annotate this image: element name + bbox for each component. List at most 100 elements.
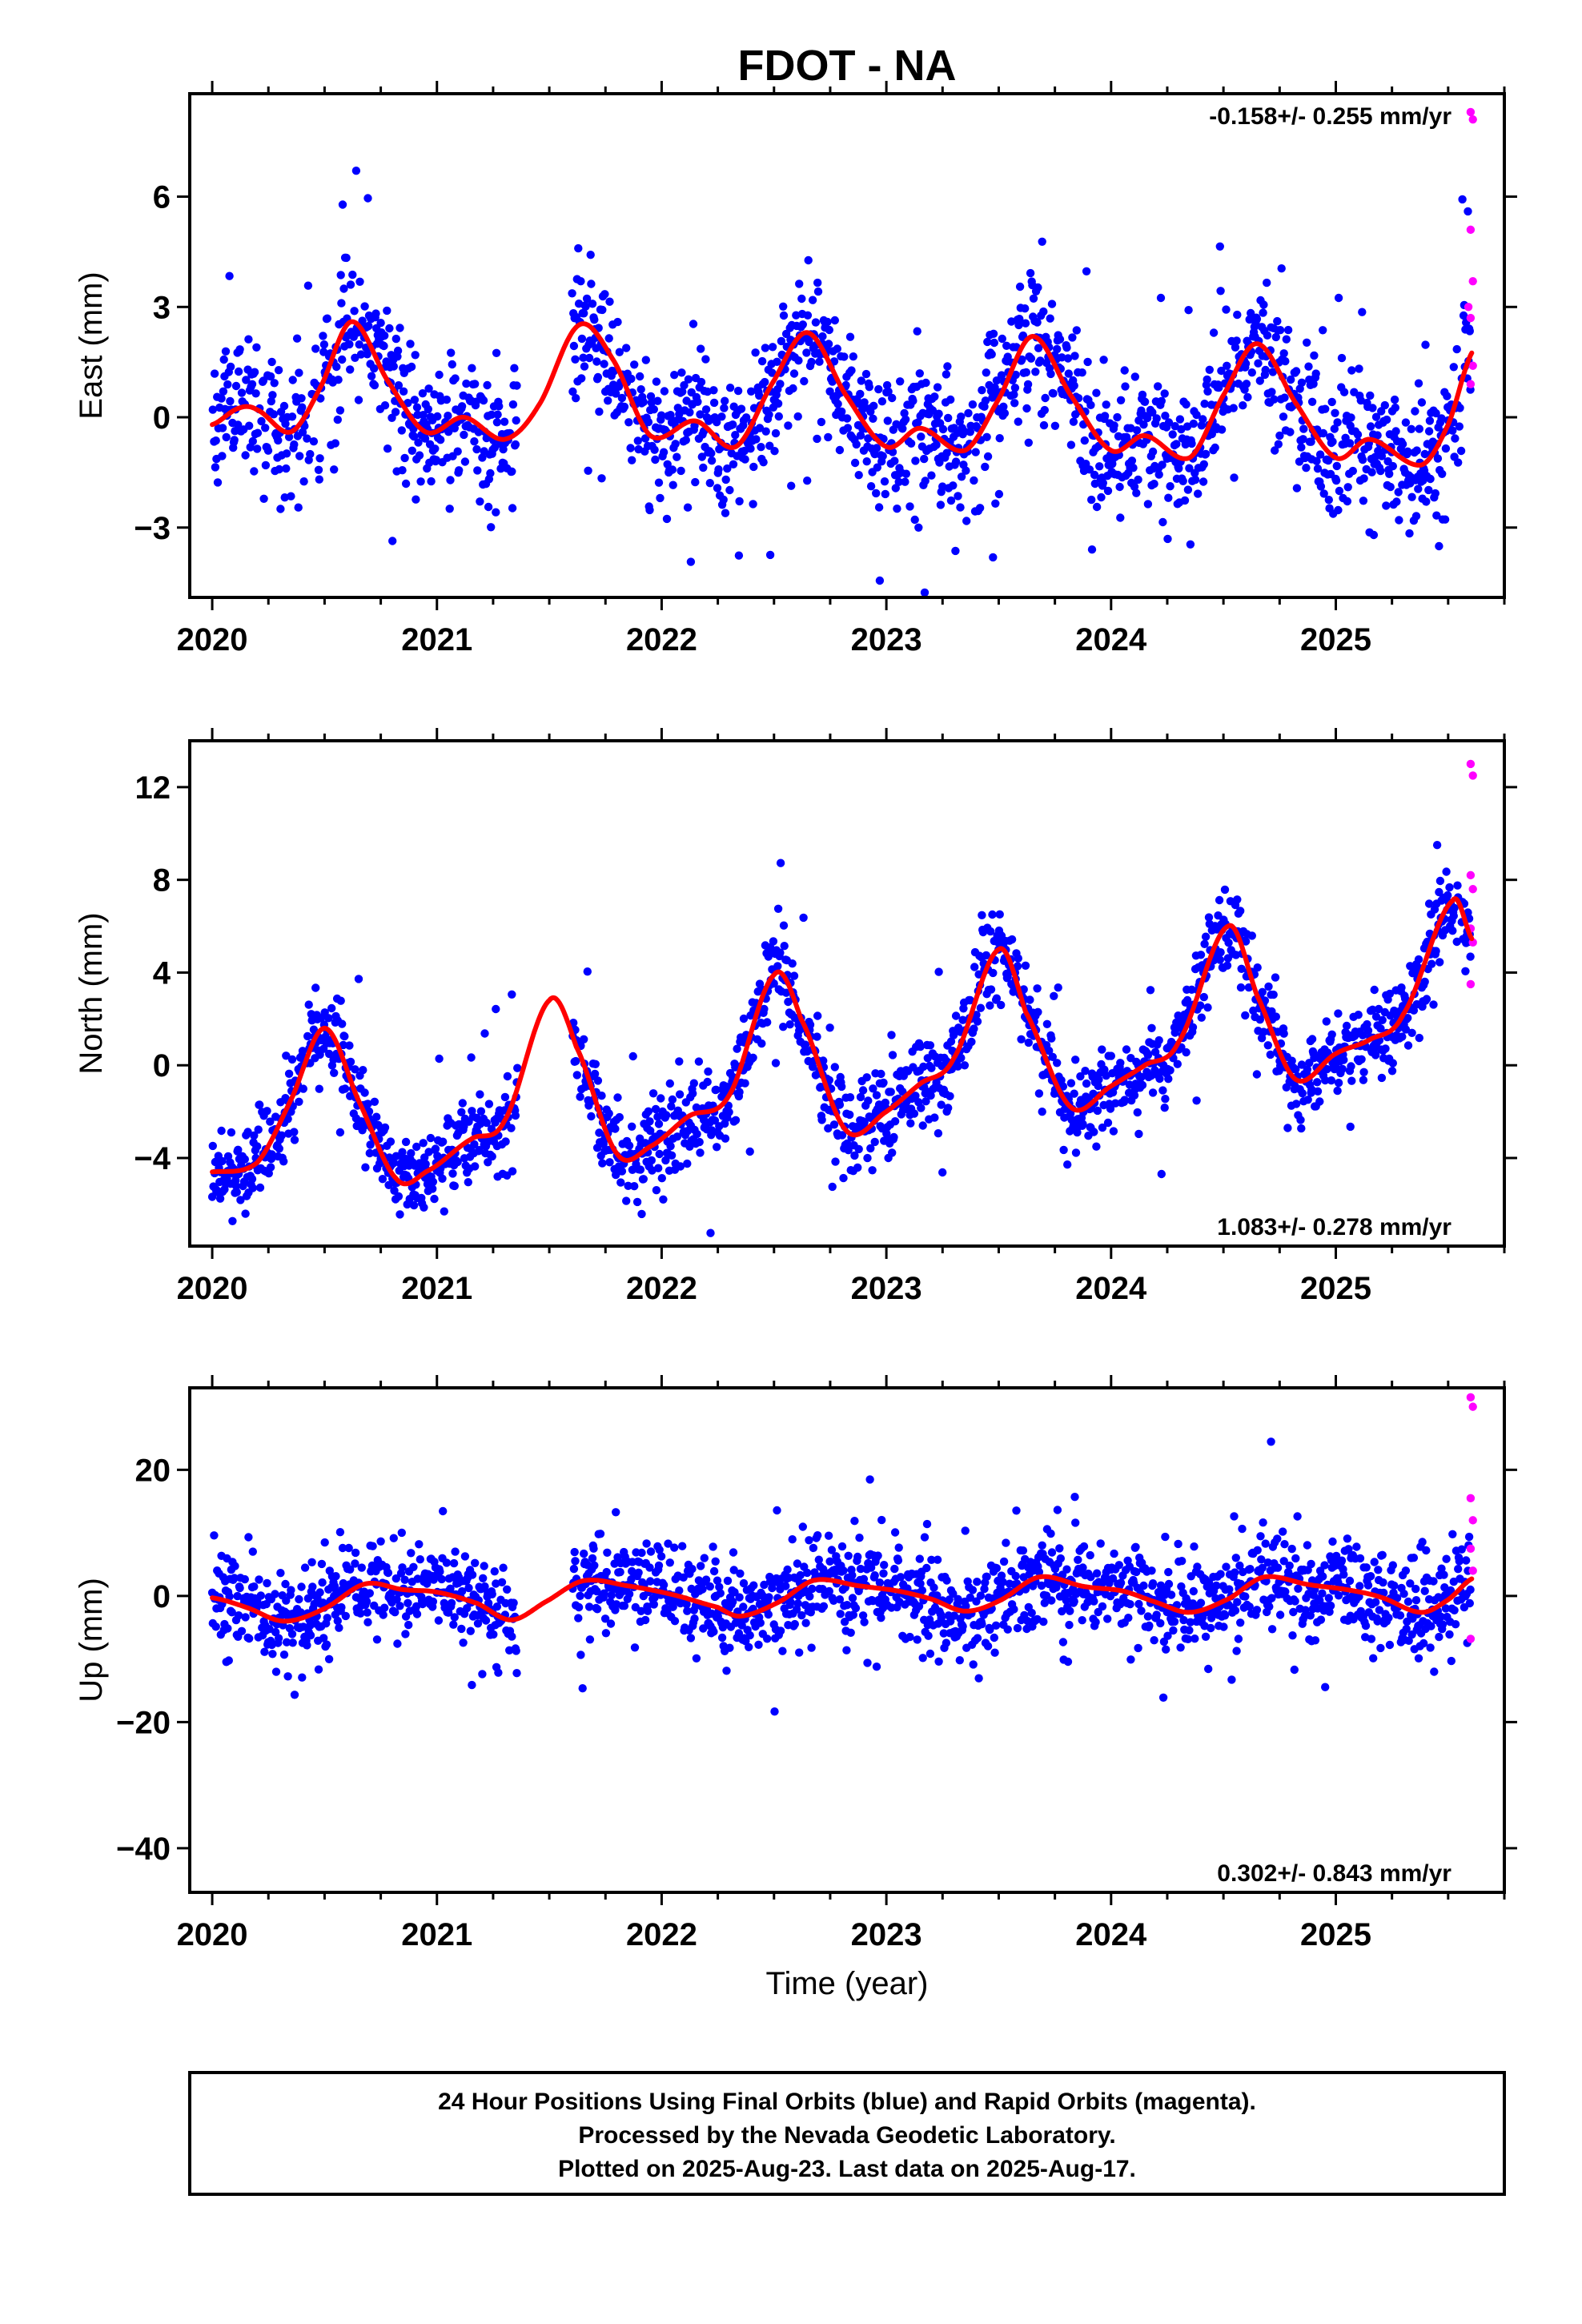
east-final-point: [1046, 369, 1055, 379]
north-final-point: [1435, 887, 1443, 897]
north-final-point: [430, 1194, 439, 1204]
north-final-point: [1266, 1050, 1275, 1059]
east-final-point: [1448, 426, 1457, 435]
north-xtick-label: 2024: [1075, 1271, 1147, 1306]
north-final-point: [1192, 1096, 1201, 1105]
north-final-point: [860, 1118, 869, 1127]
east-final-point: [355, 277, 364, 286]
up-final-point: [875, 1578, 885, 1587]
up-final-point: [705, 1582, 714, 1591]
north-final-point: [837, 1131, 847, 1140]
north-final-point: [1021, 961, 1030, 971]
up-final-point: [224, 1656, 233, 1665]
east-final-point: [1302, 464, 1311, 472]
north-final-point: [1252, 1070, 1262, 1079]
east-final-point: [864, 434, 873, 443]
east-final-point: [719, 495, 728, 505]
east-final-point: [1292, 484, 1302, 493]
east-final-point: [1160, 389, 1169, 398]
east-final-point: [334, 376, 343, 384]
north-final-point: [508, 990, 516, 999]
north-final-point: [482, 1118, 491, 1128]
up-final-point: [315, 1588, 324, 1597]
up-final-point: [344, 1543, 353, 1553]
up-final-point: [616, 1567, 624, 1577]
north-final-point: [299, 1084, 307, 1093]
up-final-point: [1103, 1614, 1112, 1623]
east-final-point: [981, 396, 990, 405]
up-final-point: [893, 1556, 903, 1565]
north-final-point: [930, 1113, 939, 1122]
up-final-point: [805, 1592, 814, 1601]
north-final-point: [448, 1169, 457, 1178]
north-final-point: [911, 1092, 920, 1100]
east-final-point: [1026, 268, 1035, 278]
north-final-point: [839, 1173, 848, 1183]
east-final-point: [735, 497, 744, 506]
north-final-point: [973, 1017, 982, 1026]
north-final-point: [361, 1163, 370, 1172]
east-final-point: [978, 386, 986, 395]
north-final-point: [250, 1131, 259, 1140]
east-final-point: [880, 477, 889, 486]
north-final-point: [1359, 1076, 1368, 1084]
north-final-point: [340, 1084, 350, 1093]
up-final-point: [942, 1638, 951, 1647]
east-final-point: [774, 412, 783, 421]
east-final-point: [577, 334, 587, 344]
north-final-point: [989, 968, 998, 978]
east-final-point: [597, 474, 606, 483]
north-final-point: [1387, 1067, 1397, 1076]
east-final-point: [713, 484, 722, 493]
east-final-point: [670, 371, 679, 380]
north-final-point: [1420, 977, 1429, 987]
north-final-point: [655, 1149, 664, 1159]
up-final-point: [961, 1526, 970, 1535]
north-final-point: [1137, 1072, 1146, 1082]
up-final-point: [717, 1633, 727, 1642]
east-final-point: [580, 309, 588, 318]
up-final-point: [915, 1554, 925, 1563]
up-final-point: [809, 1543, 818, 1553]
north-final-point: [1094, 1075, 1103, 1084]
east-final-point: [1332, 461, 1342, 471]
east-final-point: [1185, 464, 1194, 472]
up-final-point: [1110, 1549, 1118, 1558]
east-final-point: [709, 398, 719, 408]
east-final-point: [1304, 362, 1313, 371]
north-final-point: [653, 1112, 662, 1121]
north-final-point: [1076, 1072, 1085, 1081]
north-final-point: [303, 1031, 312, 1041]
east-final-point: [1347, 413, 1355, 422]
east-final-point: [1205, 365, 1215, 374]
north-final-point: [745, 1147, 754, 1156]
up-final-point: [298, 1673, 307, 1682]
up-final-point: [715, 1582, 724, 1591]
east-final-point: [495, 402, 504, 411]
north-final-point: [1297, 1124, 1306, 1133]
north-final-point: [779, 921, 789, 930]
east-final-point: [579, 353, 588, 362]
east-final-point: [1366, 422, 1375, 431]
north-final-point: [1429, 1000, 1438, 1009]
up-final-point: [890, 1528, 900, 1537]
north-final-point: [1158, 1086, 1167, 1095]
north-final-point: [394, 1192, 404, 1201]
east-final-point: [865, 383, 874, 392]
east-final-point: [280, 493, 289, 502]
east-final-point: [861, 369, 871, 379]
east-final-point: [1315, 450, 1325, 459]
east-final-point: [697, 344, 705, 353]
up-final-point: [282, 1638, 291, 1647]
east-final-point: [1116, 513, 1125, 522]
east-final-point: [770, 447, 779, 456]
up-xtick-label: 2020: [177, 1917, 248, 1952]
east-final-point: [949, 481, 958, 490]
north-final-point: [419, 1139, 428, 1148]
north-final-point: [426, 1133, 436, 1143]
east-final-point: [241, 451, 250, 460]
east-final-point: [292, 334, 302, 343]
east-final-point: [1263, 278, 1271, 287]
up-final-point: [508, 1632, 516, 1641]
up-final-point: [1164, 1579, 1174, 1589]
